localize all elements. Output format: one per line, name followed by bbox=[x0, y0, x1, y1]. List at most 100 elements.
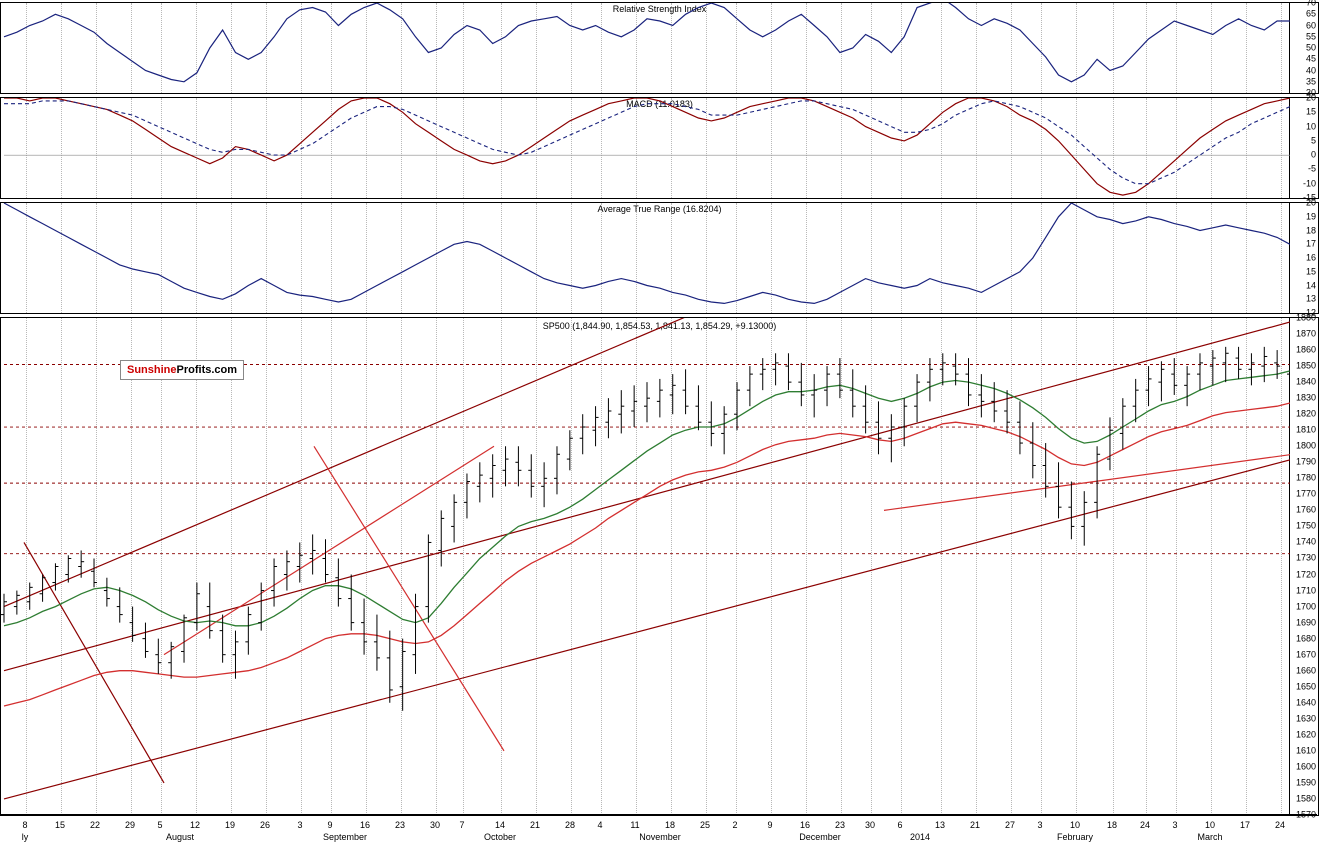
ytick: 50 bbox=[1306, 44, 1316, 53]
ytick: 1860 bbox=[1296, 346, 1316, 355]
xaxis-day: 12 bbox=[190, 820, 200, 830]
ytick: 1830 bbox=[1296, 394, 1316, 403]
ytick: 16 bbox=[1306, 254, 1316, 263]
ytick: 1720 bbox=[1296, 570, 1316, 579]
ytick: 18 bbox=[1306, 226, 1316, 235]
xaxis-day: 3 bbox=[1172, 820, 1177, 830]
xaxis-day: 4 bbox=[597, 820, 602, 830]
ytick: 15 bbox=[1306, 267, 1316, 276]
xaxis-day: 3 bbox=[297, 820, 302, 830]
xaxis-day: 25 bbox=[700, 820, 710, 830]
xaxis-month: 2014 bbox=[910, 832, 930, 842]
xaxis-month: August bbox=[166, 832, 194, 842]
panel-price: SP500 (1,844.90, 1,854.53, 1,841.13, 1,8… bbox=[0, 317, 1319, 816]
xaxis-day: 3 bbox=[1037, 820, 1042, 830]
xaxis-day: 9 bbox=[327, 820, 332, 830]
ytick: 1600 bbox=[1296, 762, 1316, 771]
ytick: 1850 bbox=[1296, 362, 1316, 371]
xaxis-month: September bbox=[323, 832, 367, 842]
ytick: 1650 bbox=[1296, 682, 1316, 691]
ytick: 1590 bbox=[1296, 778, 1316, 787]
ytick: 20 bbox=[1306, 199, 1316, 208]
ytick: 1740 bbox=[1296, 538, 1316, 547]
ytick: 1810 bbox=[1296, 426, 1316, 435]
ytick: 35 bbox=[1306, 77, 1316, 86]
xaxis-day: 6 bbox=[897, 820, 902, 830]
xaxis-day: 23 bbox=[835, 820, 845, 830]
panel-atr: Average True Range (16.8204)121314151617… bbox=[0, 202, 1319, 314]
ytick: 1690 bbox=[1296, 618, 1316, 627]
ytick: 1580 bbox=[1296, 794, 1316, 803]
ytick: 17 bbox=[1306, 240, 1316, 249]
ytick: 1750 bbox=[1296, 522, 1316, 531]
xaxis-day: 26 bbox=[260, 820, 270, 830]
xaxis-day: 11 bbox=[630, 820, 639, 830]
ytick: 1680 bbox=[1296, 634, 1316, 643]
xaxis-day: 15 bbox=[55, 820, 65, 830]
panel-macd: MACD (11.0183)-15-10-505101520 bbox=[0, 97, 1319, 199]
ytick: 65 bbox=[1306, 10, 1316, 19]
xaxis-day: 13 bbox=[935, 820, 945, 830]
xaxis-day: 16 bbox=[800, 820, 810, 830]
xaxis-month: March bbox=[1197, 832, 1222, 842]
xaxis-day: 22 bbox=[90, 820, 100, 830]
xaxis-day: 28 bbox=[565, 820, 575, 830]
xaxis-day: 10 bbox=[1205, 820, 1215, 830]
ytick: 15 bbox=[1306, 108, 1316, 117]
xaxis-day: 7 bbox=[459, 820, 464, 830]
ytick: 1610 bbox=[1296, 746, 1316, 755]
ytick: 1570 bbox=[1296, 811, 1316, 820]
ytick: 55 bbox=[1306, 32, 1316, 41]
ytick: 60 bbox=[1306, 21, 1316, 30]
ytick: 13 bbox=[1306, 295, 1316, 304]
watermark: SunshineProfits.com bbox=[120, 360, 244, 380]
xaxis-day: 9 bbox=[767, 820, 772, 830]
ytick: 1660 bbox=[1296, 666, 1316, 675]
xaxis-day: 17 bbox=[1240, 820, 1250, 830]
ytick: 1640 bbox=[1296, 698, 1316, 707]
xaxis-day: 21 bbox=[530, 820, 540, 830]
xaxis-day: 21 bbox=[970, 820, 980, 830]
ytick: -5 bbox=[1308, 165, 1316, 174]
ytick: 1770 bbox=[1296, 490, 1316, 499]
ytick: 14 bbox=[1306, 281, 1316, 290]
xaxis-month: December bbox=[799, 832, 841, 842]
ytick: 1800 bbox=[1296, 442, 1316, 451]
ytick: 1700 bbox=[1296, 602, 1316, 611]
ytick: 1780 bbox=[1296, 474, 1316, 483]
ytick: 1880 bbox=[1296, 314, 1316, 323]
ytick: 45 bbox=[1306, 55, 1316, 64]
ytick: 0 bbox=[1311, 151, 1316, 160]
ytick: 1790 bbox=[1296, 458, 1316, 467]
ytick: 5 bbox=[1311, 136, 1316, 145]
xaxis-day: 24 bbox=[1140, 820, 1150, 830]
xaxis-day: 14 bbox=[495, 820, 505, 830]
panel-rsi: Relative Strength Index30354045505560657… bbox=[0, 2, 1319, 94]
xaxis-day: 19 bbox=[225, 820, 235, 830]
xaxis-month: November bbox=[639, 832, 681, 842]
xaxis-day: 8 bbox=[22, 820, 27, 830]
xaxis-month: ly bbox=[22, 832, 29, 842]
ytick: 1820 bbox=[1296, 410, 1316, 419]
ytick: 1870 bbox=[1296, 330, 1316, 339]
chart-container: Relative Strength Index30354045505560657… bbox=[0, 0, 1320, 844]
ytick: 20 bbox=[1306, 94, 1316, 103]
xaxis-day: 24 bbox=[1275, 820, 1285, 830]
ytick: 40 bbox=[1306, 66, 1316, 75]
ytick: 10 bbox=[1306, 122, 1316, 131]
ytick: 1710 bbox=[1296, 586, 1316, 595]
ytick: 1670 bbox=[1296, 650, 1316, 659]
xaxis-day: 30 bbox=[865, 820, 875, 830]
ytick: 70 bbox=[1306, 0, 1316, 8]
xaxis-day: 16 bbox=[360, 820, 370, 830]
ytick: 1620 bbox=[1296, 730, 1316, 739]
xaxis-day: 29 bbox=[125, 820, 135, 830]
xaxis-day: 2 bbox=[732, 820, 737, 830]
xaxis-day: 18 bbox=[665, 820, 675, 830]
xaxis-day: 23 bbox=[395, 820, 405, 830]
ytick: 1760 bbox=[1296, 506, 1316, 515]
ytick: 1840 bbox=[1296, 378, 1316, 387]
xaxis-day: 18 bbox=[1107, 820, 1117, 830]
ytick: 1630 bbox=[1296, 714, 1316, 723]
xaxis-day: 5 bbox=[157, 820, 162, 830]
